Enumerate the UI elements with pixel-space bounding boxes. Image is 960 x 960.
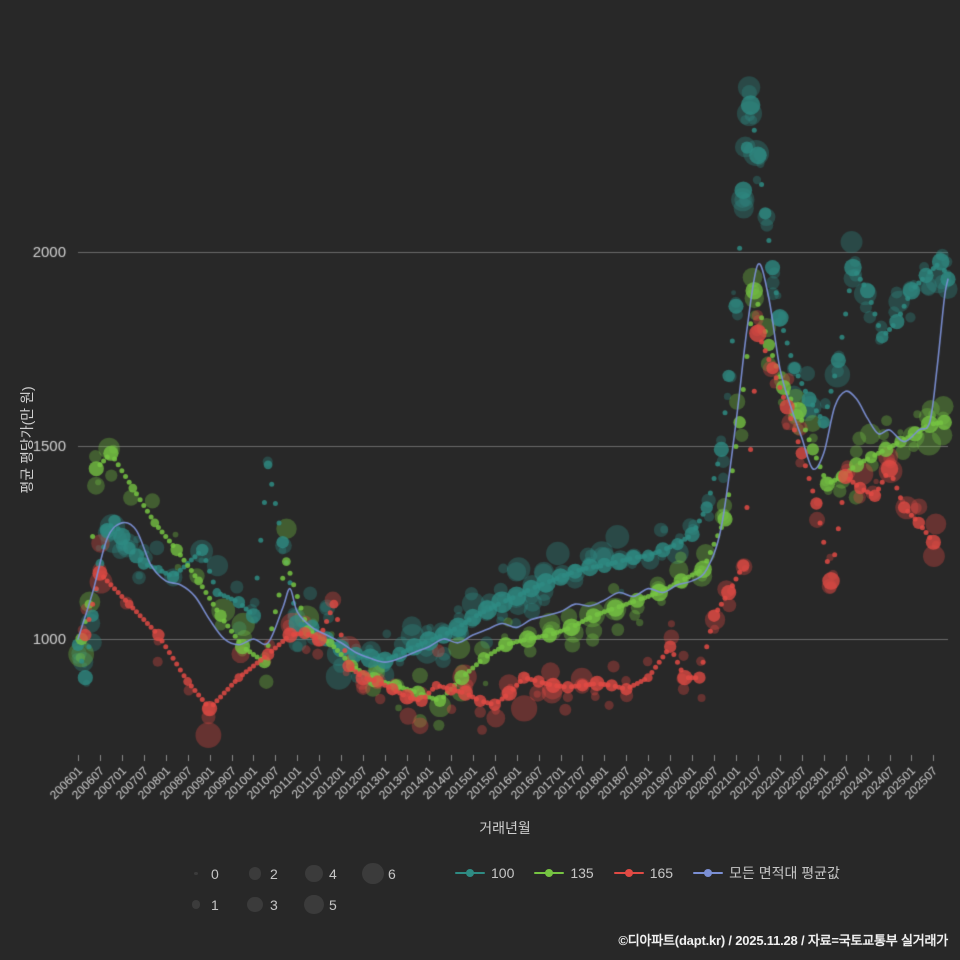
bubble-size-legend-row: 1 3 5 [183, 889, 423, 920]
bubble-size-dot [183, 871, 209, 876]
bubble-size-legend-label: 3 [270, 896, 278, 913]
series-legend-label: 165 [649, 865, 674, 881]
bubble-size-dot [301, 864, 327, 883]
series-legend-label: 100 [491, 865, 515, 881]
bubble-size-dot [242, 896, 268, 913]
bubble-size-legend: 0 2 4 6 1 3 5 [183, 858, 423, 920]
bubble-size-legend-label: 2 [270, 865, 278, 882]
bubble-size-legend-item: 2 [242, 866, 301, 882]
bubble-size-legend-label: 4 [329, 865, 337, 882]
series-legend-item[interactable]: 모든 면적대 평균값 [693, 863, 840, 883]
bubble-size-legend-label: 0 [211, 865, 219, 882]
series-legend-item[interactable]: 100 [455, 865, 514, 881]
series-legend-label: 135 [570, 865, 594, 881]
bubble-size-legend-item: 1 [183, 897, 242, 913]
x-axis-title: 거래년월 [479, 820, 531, 836]
series-color-swatch [693, 866, 724, 880]
bubble-size-dot [360, 862, 386, 885]
bubble-size-legend-item: 4 [301, 864, 360, 883]
series-legend-item[interactable]: 135 [534, 865, 594, 881]
bubble-size-legend-item: 0 [183, 866, 242, 882]
series-legend-label: 모든 면적대 평균값 [729, 865, 840, 881]
footer-credit: ©디아파트(dapt.kr) / 2025.11.28 / 자료=국토교통부 실… [618, 933, 948, 948]
bubble-size-dot [183, 900, 209, 909]
bubble-size-legend-item: 6 [360, 862, 419, 885]
bubble-size-legend-label: 5 [329, 896, 337, 913]
bubble-size-legend-item: 3 [242, 897, 301, 913]
bubble-size-legend-item: 5 [301, 894, 360, 915]
bubble-size-dot [242, 867, 268, 880]
series-color-swatch [534, 866, 565, 880]
series-color-swatch [613, 866, 644, 880]
series-legend: 100 135 165 모든 면적대 평균값 [455, 862, 860, 884]
chart-legend: 0 2 4 6 1 3 5 100 135 165 모든 면적대 평균값 [0, 858, 960, 920]
bubble-size-legend-label: 1 [211, 896, 219, 913]
bubble-size-legend-label: 6 [388, 865, 396, 882]
series-color-swatch [455, 866, 485, 880]
y-axis-title: 평균 평당가(만 원) [19, 386, 35, 494]
series-legend-item[interactable]: 165 [613, 865, 674, 881]
bubble-size-dot [301, 894, 327, 915]
bubble-size-legend-row: 0 2 4 6 [183, 858, 423, 889]
